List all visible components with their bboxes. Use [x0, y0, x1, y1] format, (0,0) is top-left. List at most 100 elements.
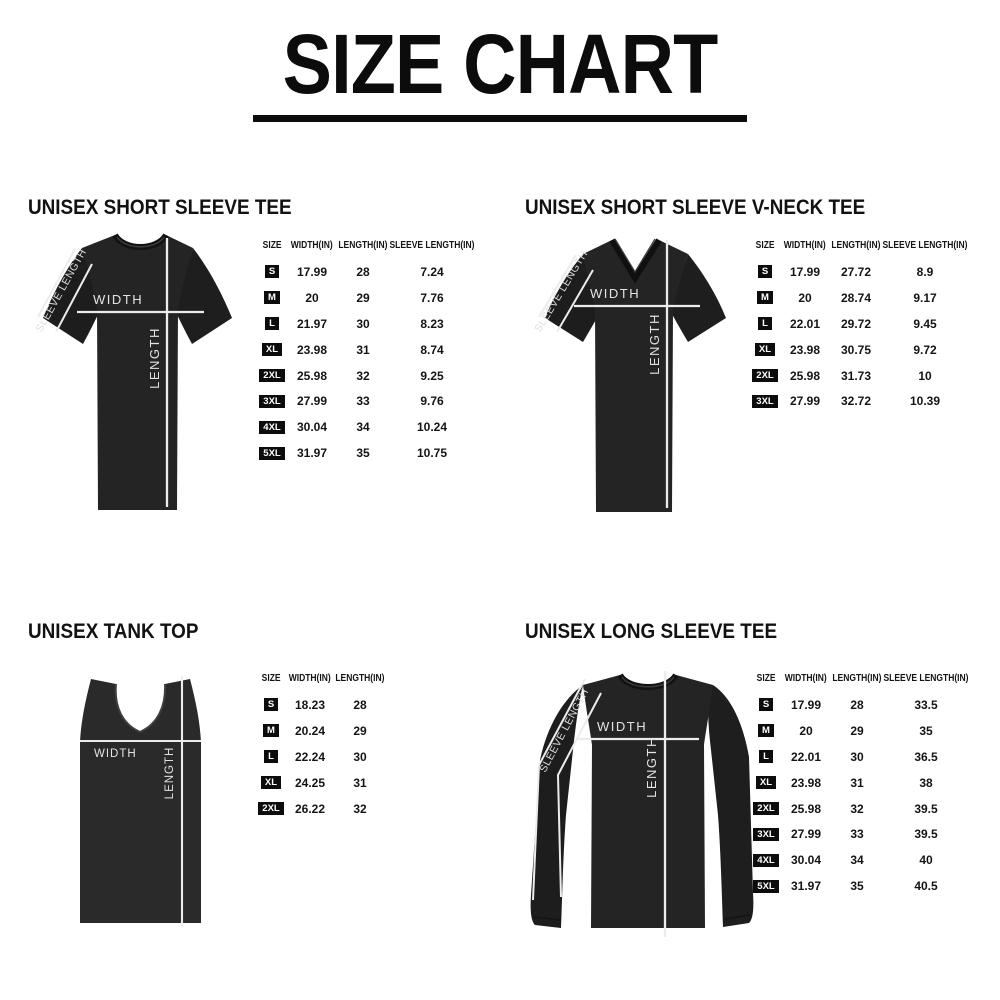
table-row: S 18.23 28 [252, 692, 390, 718]
section-v-neck-tee: UNISEX SHORT SLEEVE V-NECK TEE WIDTH LEN… [525, 196, 980, 541]
table-row: 2XL 25.98 32 9.25 [253, 363, 471, 389]
table-row: 5XL 31.97 35 40.5 [747, 873, 965, 899]
sleeve-value: 38 [919, 775, 933, 790]
vneck-collar [609, 238, 662, 284]
size-badge: 2XL [259, 369, 285, 382]
size-badge: L [265, 317, 279, 331]
table-body: S 17.99 28 33.5 M 20 29 35 L 22.01 30 36 [747, 692, 965, 899]
width-value: 30.04 [790, 853, 822, 868]
table-row: L 22.01 30 36.5 [747, 744, 965, 770]
vneck-body [583, 240, 688, 512]
right-cuff-seam [723, 914, 752, 920]
table-row: M 20.24 29 [252, 718, 390, 744]
length-value: 28 [850, 697, 864, 712]
table-body: S 17.99 27.72 8.9 M 20 28.74 9.17 L 22.0… [746, 259, 964, 414]
length-label: LENGTH [164, 747, 176, 800]
header-width: WIDTH(IN) [784, 672, 828, 684]
vneck-collar-seam [614, 238, 656, 274]
width-value: 20 [799, 723, 813, 738]
tee-body [82, 235, 193, 510]
section-long-sleeve-tee: UNISEX LONG SLEEVE TEE WIDTH LENGTH SLEE… [525, 620, 980, 950]
width-label: WIDTH [597, 719, 647, 734]
length-label: LENGTH [147, 327, 162, 389]
size-table-v-neck-tee: SIZE WIDTH(IN) LENGTH(IN) SLEEVE LENGTH(… [746, 238, 968, 414]
length-value: 28 [353, 697, 367, 712]
sleeve-value: 7.76 [420, 290, 444, 305]
sleeve-value: 35 [919, 723, 933, 738]
size-badge: 3XL [259, 394, 285, 408]
length-value: 33 [356, 394, 370, 409]
header-size: SIZE [261, 672, 281, 684]
width-value: 22.24 [294, 749, 326, 764]
tee-left-sleeve [43, 248, 101, 344]
length-value: 28 [356, 264, 370, 279]
length-value: 34 [850, 853, 864, 868]
section-title-long-sleeve-tee: UNISEX LONG SLEEVE TEE [525, 620, 778, 643]
size-badge: S [263, 698, 279, 712]
section-tank-top: UNISEX TANK TOP WIDTH LENGTH SIZE WIDTH(… [28, 620, 483, 950]
table-row: XL 23.98 30.75 9.72 [746, 337, 964, 363]
length-value: 35 [356, 446, 370, 461]
sleeve-measure-line-outer [532, 678, 586, 901]
longsleeve-collar [617, 673, 679, 690]
width-value: 20 [305, 290, 319, 305]
length-value: 32 [356, 368, 370, 383]
sleeve-value: 9.17 [913, 290, 937, 305]
tee-right-sleeve [174, 248, 232, 344]
length-label: LENGTH [644, 736, 659, 798]
length-value: 31 [353, 775, 367, 790]
table-row: XL 23.98 31 8.74 [253, 337, 471, 363]
size-badge: 4XL [259, 420, 285, 434]
table-row: 4XL 30.04 34 40 [747, 847, 965, 873]
header-size: SIZE [756, 672, 776, 684]
sleeve-value: 10.75 [416, 446, 448, 461]
table-row: 2XL 26.22 32 [252, 796, 390, 822]
table-row: L 22.01 29.72 9.45 [746, 311, 964, 337]
size-badge: S [264, 265, 280, 279]
width-label: WIDTH [93, 292, 143, 307]
sleeve-value: 36.5 [914, 749, 938, 764]
width-value: 26.22 [294, 801, 326, 816]
length-value: 31.73 [840, 368, 872, 383]
width-value: 22.01 [790, 749, 822, 764]
width-value: 30.04 [296, 420, 328, 435]
sleeve-value: 10.24 [416, 420, 448, 435]
short-sleeve-tee-diagram: WIDTH LENGTH SLEEVE LENGTH [34, 233, 232, 510]
size-badge: XL [260, 776, 282, 790]
sleeve-value: 8.74 [420, 342, 444, 357]
size-badge: XL [754, 343, 776, 357]
width-value: 22.01 [789, 316, 821, 331]
length-value: 30 [356, 316, 370, 331]
left-cuff-seam [532, 916, 561, 921]
section-title-tank-top: UNISEX TANK TOP [28, 620, 199, 643]
size-badge: L [758, 317, 772, 331]
sleeve-value: 33.5 [914, 697, 938, 712]
size-badge: S [757, 265, 773, 279]
size-badge: 5XL [259, 446, 285, 460]
length-value: 32 [850, 801, 864, 816]
sleeve-value: 9.72 [913, 342, 937, 357]
section-title-v-neck-tee: UNISEX SHORT SLEEVE V-NECK TEE [525, 196, 866, 219]
size-table-short-sleeve-tee: SIZE WIDTH(IN) LENGTH(IN) SLEEVE LENGTH(… [253, 238, 475, 466]
width-value: 23.98 [790, 775, 822, 790]
length-value: 30.75 [840, 342, 872, 357]
length-value: 31 [356, 342, 370, 357]
size-badge: XL [755, 776, 777, 790]
table-header-row: SIZE WIDTH(IN) LENGTH(IN) SLEEVE LENGTH(… [747, 671, 969, 685]
size-badge: M [263, 724, 279, 738]
size-badge: 3XL [753, 827, 779, 841]
header-length: LENGTH(IN) [832, 672, 882, 684]
size-badge: 2XL [753, 802, 779, 815]
tee-collar-seam [116, 236, 165, 248]
width-value: 24.25 [294, 775, 326, 790]
width-value: 17.99 [790, 697, 822, 712]
width-value: 20 [798, 290, 812, 305]
size-badge: XL [261, 343, 283, 357]
table-header-row: SIZE WIDTH(IN) LENGTH(IN) SLEEVE LENGTH(… [253, 238, 475, 252]
sleeve-measure-line-outer [37, 248, 76, 318]
width-label: WIDTH [94, 748, 137, 760]
sleeve-measure-line-outer [538, 254, 577, 318]
length-value: 28.74 [840, 290, 872, 305]
table-row: M 20 29 35 [747, 718, 965, 744]
table-row: S 17.99 28 7.24 [253, 259, 471, 285]
